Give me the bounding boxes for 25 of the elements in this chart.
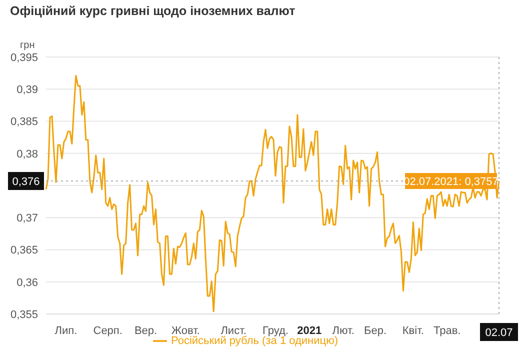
x-tick-label: Вер. (134, 325, 158, 337)
y-tick-label: 0,365 (10, 244, 38, 257)
x-tick-label: Трав. (433, 325, 461, 337)
x-tick-label: 02.07 (485, 327, 513, 339)
x-tick-label: Жовт. (171, 325, 200, 337)
y-tick-label: 0,395 (10, 52, 38, 64)
annotation: 02.07.2021: 0,3757 (404, 176, 498, 188)
x-tick-label: Квіт. (402, 325, 424, 337)
y-tick-label: 0,37 (16, 212, 38, 225)
x-tick-label: Лип. (54, 325, 78, 337)
x-tick-label: Лют. (332, 325, 354, 337)
x-tick-label: Серп. (93, 325, 122, 337)
y-tick-label: 0,36 (16, 276, 38, 289)
y-tick-label: 0,355 (10, 308, 38, 321)
chart-title: Офіційний курс гривні щодо іноземних валют (10, 4, 296, 18)
x-tick-label: Груд. (262, 325, 288, 337)
x-tick-label: 2021 (297, 325, 322, 337)
y-tick-label: 0,385 (10, 116, 38, 128)
y-tick-label: 0,38 (16, 148, 38, 160)
x-tick-label: Бер. (364, 325, 387, 337)
y-axis-title: грн (20, 40, 35, 51)
x-tick-label: Лист. (220, 325, 246, 337)
line-series (45, 74, 500, 312)
ref-line-label: 0,376 (12, 176, 40, 188)
y-tick-label: 0,39 (16, 84, 38, 96)
